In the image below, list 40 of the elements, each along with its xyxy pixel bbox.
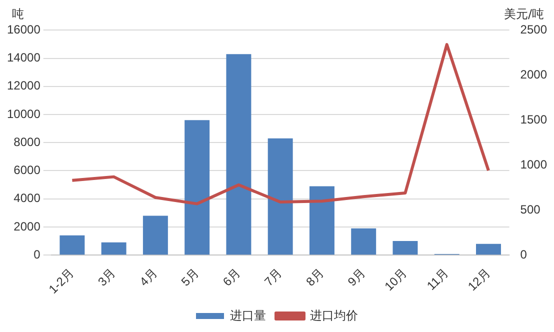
- x-tick-label: 8月: [303, 266, 326, 289]
- x-tick-label: 3月: [95, 266, 118, 289]
- y2-tick-label: 1500: [520, 112, 548, 126]
- y-tick-label: 14000: [6, 50, 41, 65]
- y-tick-label: 10000: [6, 106, 41, 121]
- y2-tick-label: 1000: [520, 157, 548, 172]
- x-tick-label: 12月: [465, 266, 493, 294]
- y2-tick-label: 2500: [520, 22, 548, 37]
- y2-tick-label: 500: [520, 202, 541, 216]
- y-tick-label: 12000: [6, 78, 41, 93]
- x-tick-label: 6月: [220, 266, 244, 289]
- bar: [392, 241, 418, 255]
- bar: [101, 242, 126, 255]
- x-tick-label: 7月: [262, 266, 285, 289]
- x-tick-label: 10月: [382, 266, 410, 294]
- bar: [60, 235, 85, 255]
- y-tick-label: 2000: [14, 219, 41, 234]
- x-tick-label: 1-2月: [46, 266, 77, 296]
- y-tick-label: 6000: [14, 163, 41, 178]
- bar: [226, 54, 252, 255]
- legend-label: 进口均价: [310, 308, 358, 322]
- bar: [351, 228, 376, 255]
- y2-axis-title: 美元/吨: [504, 6, 544, 23]
- bar: [142, 216, 168, 255]
- bar: [309, 186, 334, 255]
- bar: [268, 138, 293, 255]
- x-tick-label: 5月: [178, 266, 202, 289]
- x-tick-label: 11月: [424, 266, 452, 293]
- y2-tick-label: 0: [520, 247, 528, 262]
- y2-tick-label: 2000: [520, 67, 548, 82]
- bar: [184, 120, 210, 255]
- y-axis-title: 吨: [12, 6, 24, 23]
- legend-label: 进口量: [230, 308, 266, 322]
- x-tick-label: 4月: [136, 266, 160, 289]
- y-tick-label: 0: [34, 247, 41, 262]
- y-tick-label: 4000: [14, 191, 41, 206]
- x-tick-label: 9月: [344, 266, 368, 289]
- y-tick-label: 16000: [6, 22, 41, 37]
- y-tick-label: 8000: [14, 134, 41, 149]
- bar: [476, 244, 501, 255]
